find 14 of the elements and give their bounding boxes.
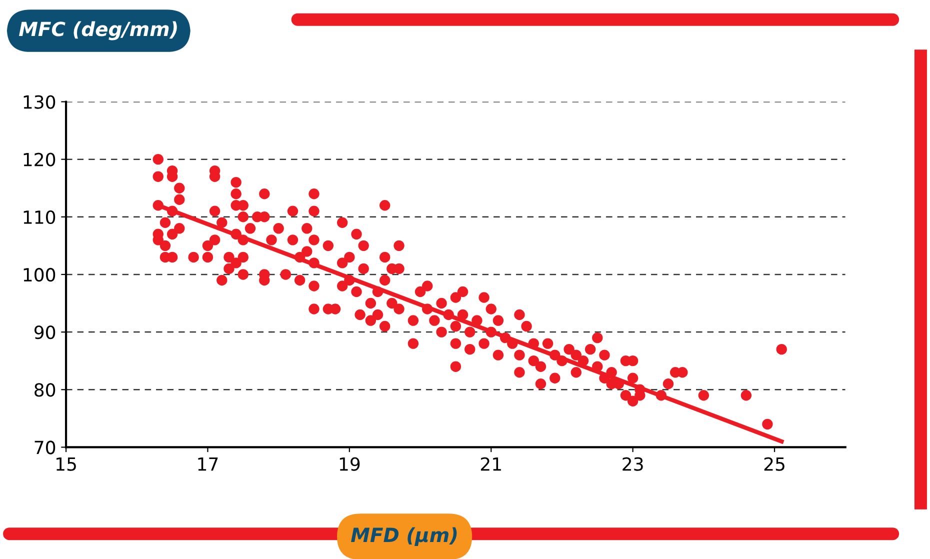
y-axis-title: MFC (deg/mm) (19, 21, 177, 40)
x-tick-label: 25 (764, 457, 784, 471)
x-tick-label: 17 (198, 457, 218, 471)
y-tick-label: 90 (34, 326, 56, 340)
y-tick-label: 70 (34, 440, 56, 454)
y-tick-label: 100 (24, 268, 56, 282)
y-tick-label: 130 (24, 95, 56, 109)
y-tick-label: 120 (24, 152, 56, 166)
x-tick-label: 19 (340, 457, 360, 471)
x-tick-label: 15 (56, 457, 76, 471)
x-tick-label: 21 (480, 457, 501, 471)
y-tick-label: 110 (24, 210, 56, 224)
y-tick-label: 80 (34, 383, 56, 397)
x-tick-label: 23 (622, 457, 643, 471)
